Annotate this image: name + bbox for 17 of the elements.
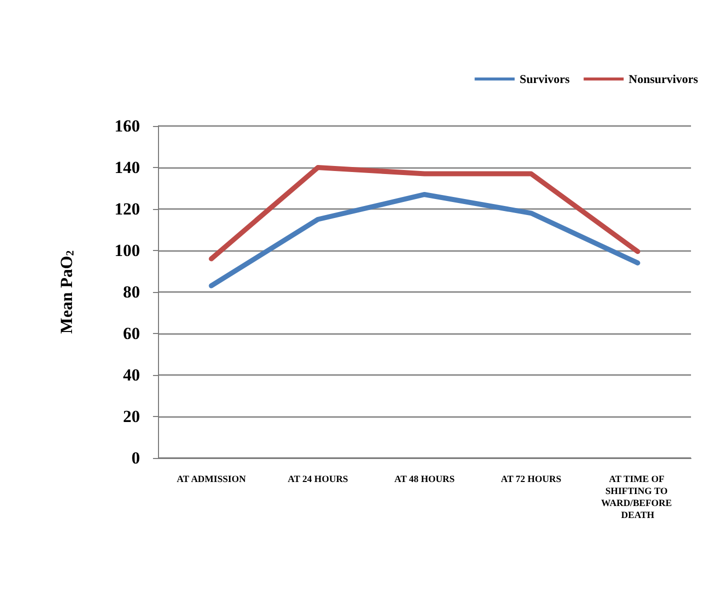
y-tick-label: 140 bbox=[114, 158, 140, 177]
y-tick-label: 120 bbox=[114, 200, 140, 218]
x-tick-label: AT 72 HOURS bbox=[500, 475, 562, 485]
y-tick-label: 160 bbox=[114, 116, 140, 136]
y-tick-label: 0 bbox=[132, 448, 140, 468]
y-tick-label: 20 bbox=[123, 407, 140, 426]
y-tick-label: 100 bbox=[114, 241, 140, 260]
x-tick-label: AT ADMISSION bbox=[176, 475, 246, 485]
y-tick-label: 60 bbox=[123, 324, 140, 343]
x-tick-label: AT TIME OF SHIFTING TO WARD/BEFORE DEATH bbox=[601, 475, 674, 521]
x-tick-label: AT 48 HOURS bbox=[394, 475, 455, 485]
legend-label: Survivors bbox=[520, 72, 570, 86]
y-tick-label: 80 bbox=[123, 282, 140, 302]
y-tick-label: 40 bbox=[123, 366, 140, 384]
x-tick-label: AT 24 HOURS bbox=[288, 475, 348, 485]
y-axis-title: Mean PaO2 bbox=[57, 250, 76, 334]
legend-label: Nonsurvivors bbox=[628, 72, 698, 86]
